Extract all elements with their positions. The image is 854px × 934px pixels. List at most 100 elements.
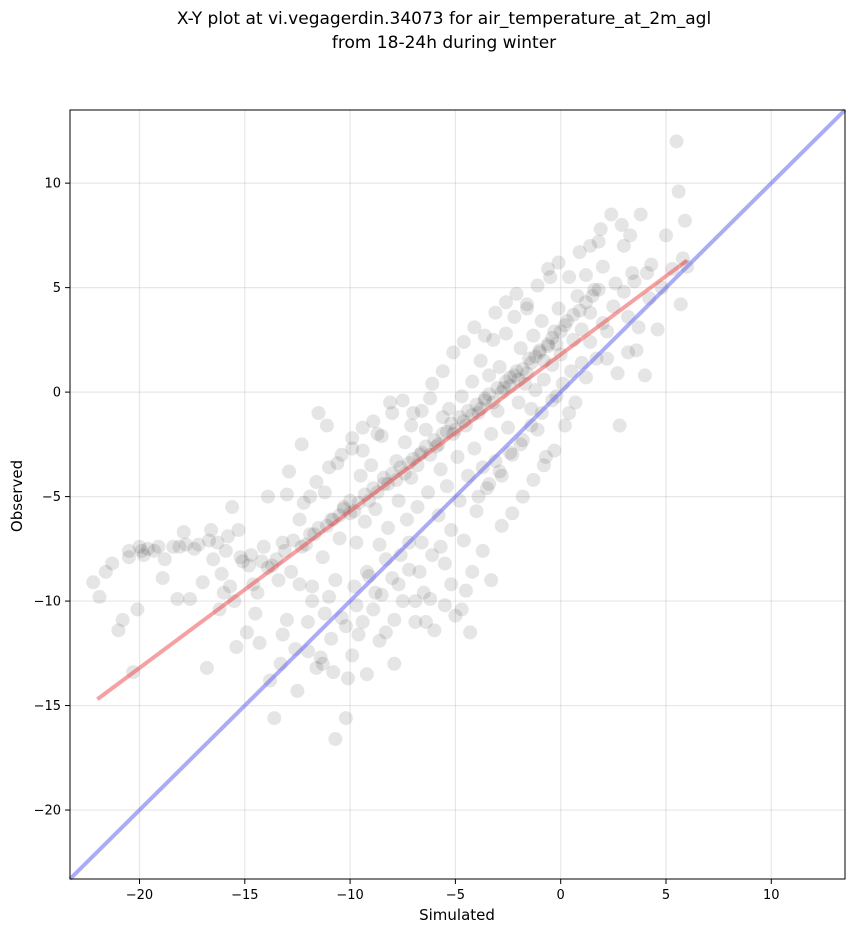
scatter-point — [536, 372, 551, 387]
y-tick-label: 10 — [44, 177, 61, 192]
scatter-point — [593, 222, 608, 237]
scatter-point — [311, 406, 326, 421]
scatter-point — [578, 268, 593, 283]
scatter-point — [522, 351, 537, 366]
scatter-point — [402, 562, 417, 577]
scatter-point — [233, 550, 248, 565]
scatter-point — [557, 318, 572, 333]
scatter-point — [463, 625, 478, 640]
scatter-point — [435, 410, 450, 425]
scatter-point — [439, 479, 454, 494]
scatter-point — [492, 464, 507, 479]
scatter-point — [340, 671, 355, 686]
scatter-point — [482, 477, 497, 492]
scatter-point — [532, 343, 547, 358]
scatter-point — [621, 345, 636, 360]
scatter-point — [454, 389, 469, 404]
scatter-point — [309, 474, 324, 489]
scatter-point — [244, 548, 259, 563]
scatter-point — [418, 614, 433, 629]
scatter-point — [347, 579, 362, 594]
scatter-point — [494, 468, 509, 483]
scatter-point — [201, 533, 216, 548]
scatter-point — [359, 564, 374, 579]
scatter-point — [349, 598, 364, 613]
scatter-point — [541, 337, 556, 352]
scatter-point — [366, 602, 381, 617]
scatter-point — [526, 328, 541, 343]
scatter-point — [600, 351, 615, 366]
scatter-point — [166, 539, 181, 554]
scatter-point — [477, 391, 492, 406]
scatter-point — [395, 393, 410, 408]
scatter-point — [541, 261, 556, 276]
scatter-point — [524, 401, 539, 416]
scatter-point — [319, 418, 334, 433]
scatter-point — [625, 265, 640, 280]
scatter-point — [572, 245, 587, 260]
scatter-point — [176, 525, 191, 540]
scatter-point — [606, 299, 621, 314]
scatter-point — [322, 460, 337, 475]
scatter-point — [444, 416, 459, 431]
reference-lines — [68, 108, 847, 881]
x-tick-label: −20 — [126, 888, 153, 903]
scatter-point — [444, 523, 459, 538]
y-tick-label: −20 — [34, 804, 61, 819]
scatter-point — [477, 393, 492, 408]
chart-title-line-1: X-Y plot at vi.vegagerdin.34073 for air_… — [177, 9, 711, 29]
scatter-point — [473, 353, 488, 368]
scatter-point — [305, 579, 320, 594]
scatter-point — [338, 619, 353, 634]
plot-area-frame — [69, 109, 846, 880]
scatter-point — [566, 307, 581, 322]
scatter-point — [157, 552, 172, 567]
scatter-point — [292, 512, 307, 527]
scatter-point — [275, 535, 290, 550]
scatter-point — [425, 548, 440, 563]
scatter-point — [370, 426, 385, 441]
scatter-point — [644, 257, 659, 272]
scatter-point — [423, 591, 438, 606]
scatter-point — [410, 500, 425, 515]
scatter-point — [98, 564, 113, 579]
scatter-point — [583, 238, 598, 253]
scatter-point — [633, 207, 648, 222]
scatter-point — [343, 493, 358, 508]
scatter-point — [578, 295, 593, 310]
scatter-point — [368, 502, 383, 517]
scatter-point — [530, 422, 545, 437]
scatter-point — [406, 406, 421, 421]
scatter-point — [345, 431, 360, 446]
scatter-point — [115, 612, 130, 627]
scatter-point — [372, 537, 387, 552]
scatter-point — [132, 539, 147, 554]
scatter-point — [404, 470, 419, 485]
scatter-point — [387, 656, 402, 671]
scatter-point — [178, 537, 193, 552]
scatter-point — [490, 380, 505, 395]
scatter-point — [355, 420, 370, 435]
scatter-point — [414, 403, 429, 418]
scatter-point — [587, 282, 602, 297]
scatter-point — [423, 391, 438, 406]
scatter-point — [444, 577, 459, 592]
fit-line — [96, 258, 689, 701]
scatter-point — [585, 288, 600, 303]
scatter-point — [147, 543, 162, 558]
scatter-point — [121, 550, 136, 565]
scatter-point — [557, 418, 572, 433]
scatter-point — [425, 376, 440, 391]
scatter-point — [608, 276, 623, 291]
scatter-point — [534, 314, 549, 329]
scatter-point — [355, 443, 370, 458]
scatter-point — [627, 274, 642, 289]
scatter-point — [267, 711, 282, 726]
scatter-point — [387, 612, 402, 627]
scatter-point — [421, 485, 436, 500]
scatter-point — [239, 625, 254, 640]
scatter-point — [303, 489, 318, 504]
scatter-point — [515, 362, 530, 377]
scatter-point — [532, 345, 547, 360]
